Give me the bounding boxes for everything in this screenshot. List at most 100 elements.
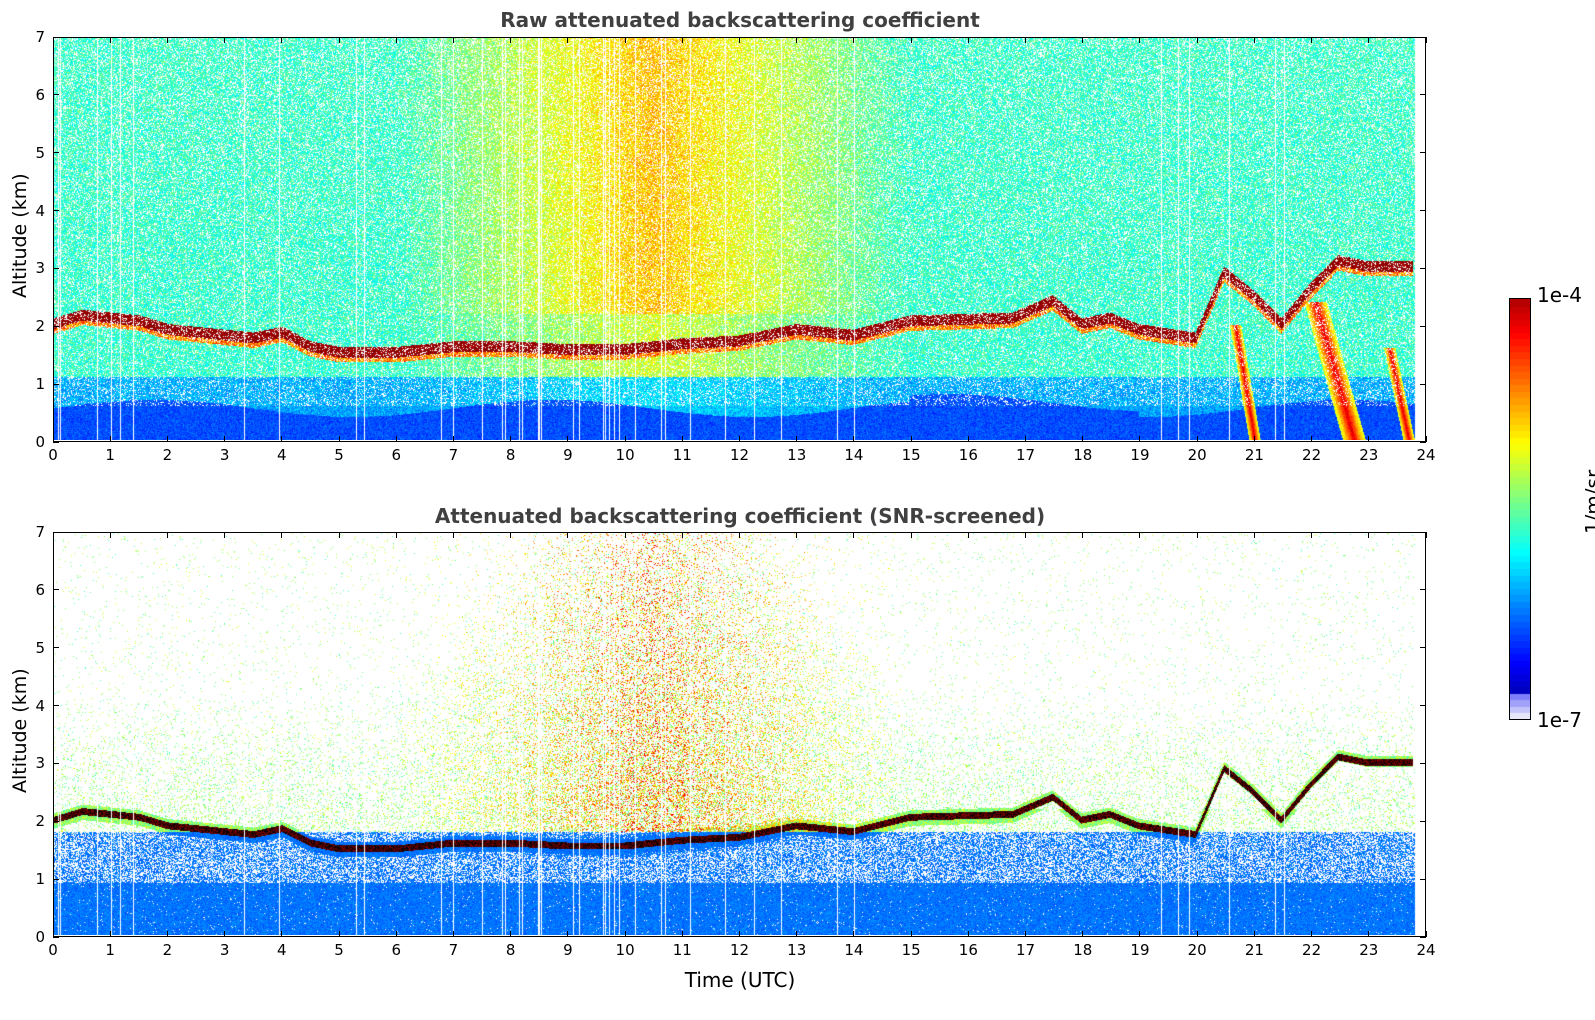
x-tick-label: 17 bbox=[1015, 446, 1036, 464]
y-tick bbox=[53, 647, 59, 649]
y-tick bbox=[53, 705, 59, 707]
y-tick-label: 4 bbox=[35, 696, 45, 715]
x-tick bbox=[624, 532, 626, 538]
y-tick bbox=[1420, 36, 1426, 38]
x-tick bbox=[567, 931, 569, 937]
y-tick bbox=[53, 152, 59, 154]
x-tick bbox=[967, 931, 969, 937]
x-tick-label: 4 bbox=[277, 941, 287, 959]
x-tick-label: 6 bbox=[391, 941, 402, 959]
y-tick bbox=[53, 383, 59, 385]
x-tick-label: 19 bbox=[1130, 446, 1150, 464]
x-tick bbox=[796, 37, 798, 43]
x-tick bbox=[224, 931, 226, 937]
y-tick bbox=[53, 936, 59, 938]
x-tick-label: 11 bbox=[672, 941, 692, 959]
bottom-backscatter-heatmap bbox=[54, 533, 1424, 935]
x-tick bbox=[1025, 931, 1027, 937]
x-tick-label: 11 bbox=[672, 446, 692, 464]
x-tick bbox=[681, 37, 683, 43]
x-tick-label: 17 bbox=[1015, 941, 1036, 959]
x-tick-label: 9 bbox=[563, 446, 573, 464]
y-tick bbox=[1420, 531, 1426, 533]
x-tick bbox=[567, 532, 569, 538]
x-tick bbox=[1311, 436, 1313, 442]
y-tick bbox=[53, 820, 59, 822]
x-tick-label: 12 bbox=[729, 446, 750, 464]
x-tick-label: 22 bbox=[1302, 446, 1322, 464]
x-tick-label: 12 bbox=[729, 941, 750, 959]
x-tick-label: 15 bbox=[901, 446, 921, 464]
x-tick bbox=[739, 532, 740, 538]
x-tick bbox=[281, 436, 283, 442]
x-tick-label: 15 bbox=[901, 941, 921, 959]
x-tick bbox=[452, 37, 454, 43]
y-tick bbox=[53, 210, 59, 212]
x-tick-label: 23 bbox=[1359, 446, 1379, 464]
x-tick bbox=[1082, 532, 1084, 538]
x-tick bbox=[1196, 532, 1198, 538]
y-tick-label: 5 bbox=[35, 638, 45, 657]
y-tick bbox=[53, 441, 59, 443]
x-tick bbox=[224, 436, 226, 442]
x-tick bbox=[510, 532, 512, 538]
x-tick bbox=[1025, 37, 1027, 43]
y-tick bbox=[1420, 325, 1426, 327]
x-tick bbox=[338, 37, 340, 43]
y-tick bbox=[1420, 383, 1426, 385]
x-tick bbox=[1311, 931, 1313, 937]
x-tick bbox=[853, 436, 855, 442]
x-tick-label: 20 bbox=[1187, 446, 1207, 464]
x-tick bbox=[1425, 532, 1427, 538]
x-tick bbox=[967, 37, 969, 43]
y-tick-label: 6 bbox=[35, 85, 45, 104]
x-tick bbox=[395, 37, 397, 43]
x-tick-label: 8 bbox=[505, 446, 516, 464]
x-tick bbox=[224, 37, 226, 43]
x-tick bbox=[624, 931, 626, 937]
x-tick bbox=[1139, 931, 1141, 937]
x-tick-label: 18 bbox=[1073, 446, 1093, 464]
x-tick bbox=[739, 931, 740, 937]
y-tick bbox=[1420, 705, 1426, 707]
y-tick bbox=[1420, 152, 1426, 154]
x-tick bbox=[1196, 436, 1198, 442]
x-tick-label: 16 bbox=[958, 446, 978, 464]
x-tick-label: 3 bbox=[219, 446, 230, 464]
x-tick bbox=[1311, 532, 1313, 538]
x-tick-label: 22 bbox=[1302, 941, 1322, 959]
x-tick-label: 14 bbox=[844, 941, 864, 959]
y-tick-label: 3 bbox=[35, 259, 45, 278]
x-axis-label: Time (UTC) bbox=[684, 968, 796, 992]
x-tick bbox=[281, 931, 283, 937]
x-tick bbox=[452, 436, 454, 442]
y-tick bbox=[53, 36, 59, 38]
x-tick-label: 1 bbox=[105, 941, 115, 959]
y-tick-label: 4 bbox=[35, 201, 45, 220]
x-tick bbox=[510, 436, 512, 442]
y-tick-label: 2 bbox=[35, 317, 45, 336]
x-tick bbox=[567, 436, 569, 442]
top-plot-area bbox=[53, 37, 1426, 442]
x-tick-label: 7 bbox=[448, 941, 459, 959]
x-tick bbox=[338, 931, 340, 937]
y-tick bbox=[53, 267, 59, 269]
y-tick bbox=[53, 325, 59, 327]
x-tick bbox=[109, 931, 111, 937]
x-tick bbox=[910, 37, 912, 43]
y-tick bbox=[1420, 936, 1426, 938]
y-tick bbox=[1420, 878, 1426, 880]
x-tick bbox=[1368, 37, 1370, 43]
x-tick-label: 6 bbox=[391, 446, 402, 464]
x-tick-label: 0 bbox=[48, 941, 58, 959]
x-tick bbox=[910, 436, 912, 442]
x-tick bbox=[109, 436, 111, 442]
y-tick bbox=[1420, 267, 1426, 269]
x-tick bbox=[739, 436, 740, 442]
x-tick bbox=[109, 532, 111, 538]
bottom-plot-title: Attenuated backscattering coefficient (S… bbox=[434, 504, 1046, 528]
x-tick-label: 19 bbox=[1130, 941, 1150, 959]
y-tick-label: 7 bbox=[35, 523, 45, 541]
x-tick-label: 21 bbox=[1244, 446, 1264, 464]
x-tick bbox=[166, 37, 168, 43]
